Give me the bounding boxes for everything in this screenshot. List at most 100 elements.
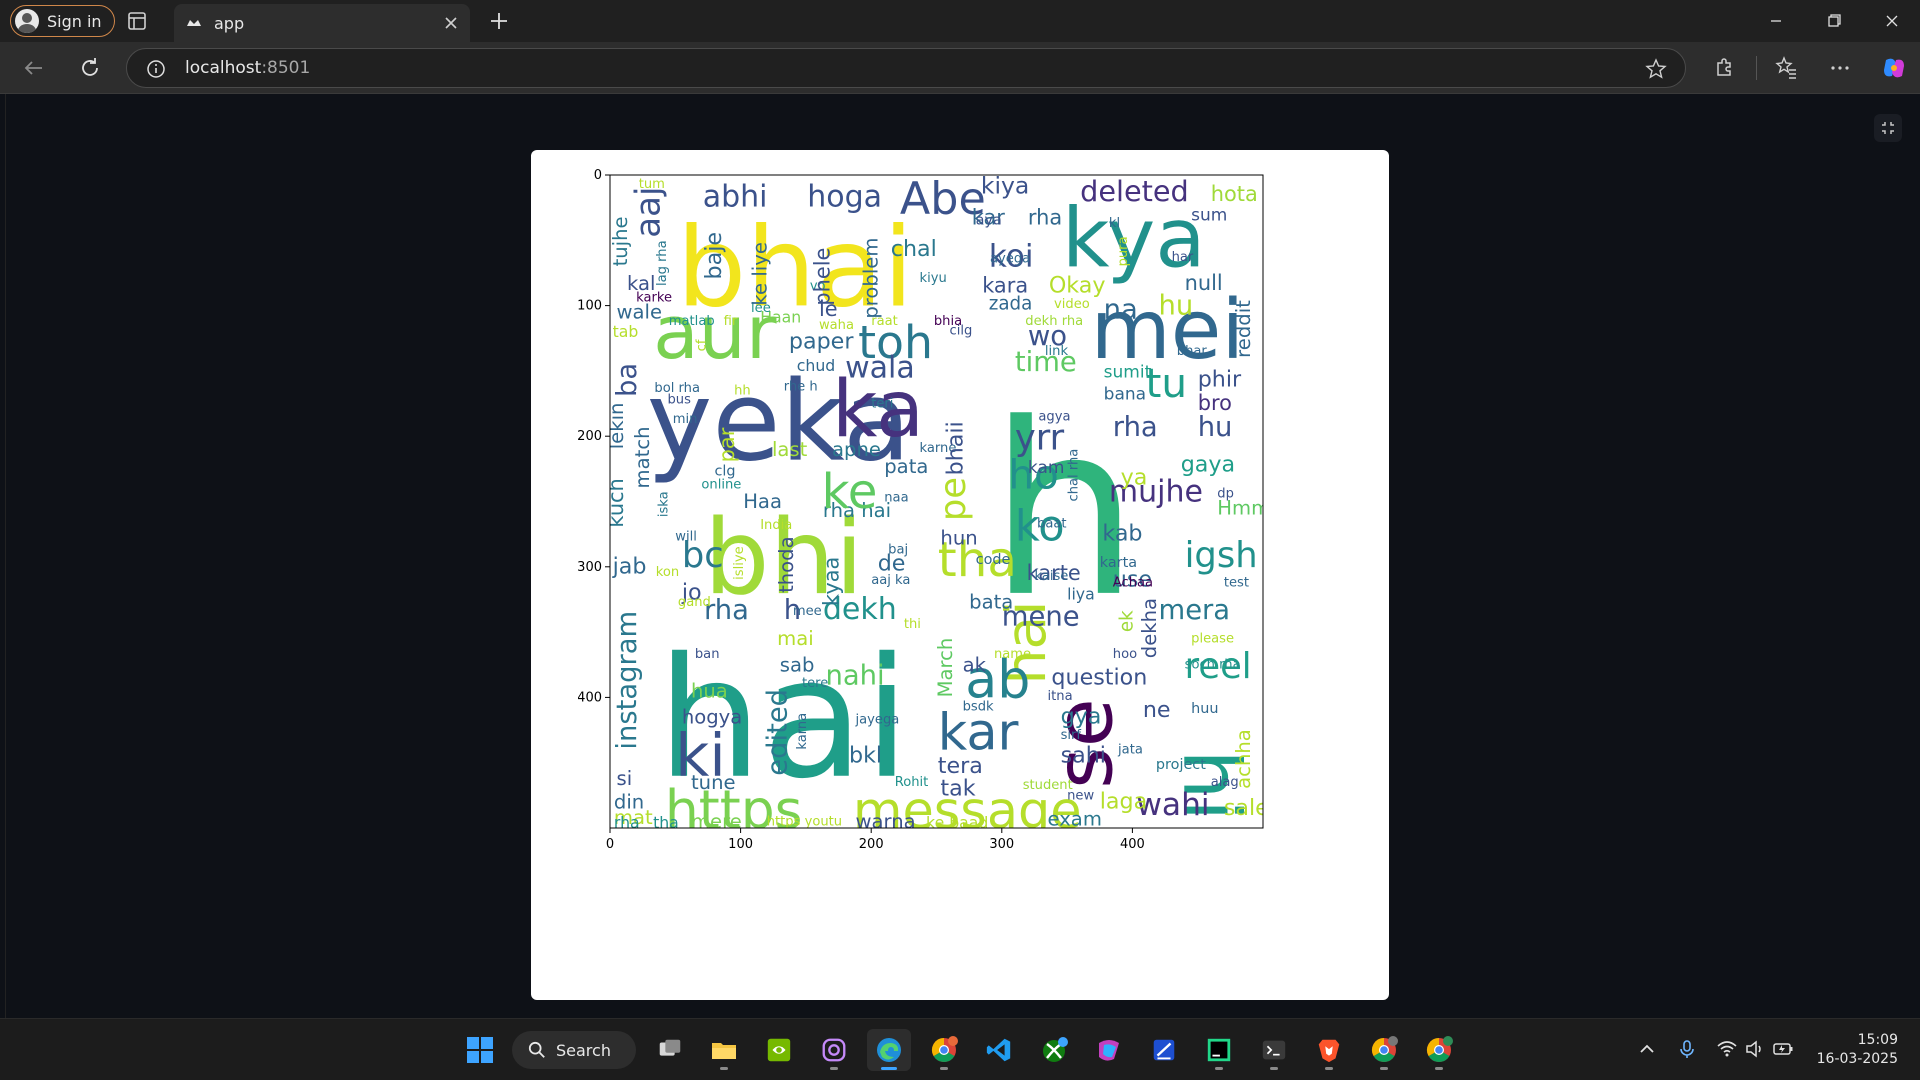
tab-title: app xyxy=(214,13,245,33)
wordcloud-word: soch rha xyxy=(1185,658,1241,673)
back-arrow-icon[interactable] xyxy=(20,54,48,82)
taskbar-chrome-profile-r[interactable] xyxy=(922,1029,966,1071)
refresh-icon[interactable] xyxy=(76,54,104,82)
wordcloud-word: https xyxy=(665,778,803,841)
wordcloud-word: mai xyxy=(777,627,814,650)
close-tab-icon[interactable] xyxy=(442,14,460,32)
wordcloud-word: video xyxy=(1054,297,1090,312)
wordcloud-word: aaj xyxy=(629,187,669,238)
wordcloud-word: kya xyxy=(1062,191,1206,286)
wordcloud-word: cf xyxy=(694,339,709,351)
folder-icon xyxy=(712,1043,736,1059)
wordcloud-word: har xyxy=(1172,250,1194,265)
volume-icon[interactable] xyxy=(1744,1038,1766,1060)
brave-icon xyxy=(1318,1039,1340,1063)
address-bar[interactable]: localhost:8501 xyxy=(126,48,1686,88)
taskbar-chrome-profile-2[interactable] xyxy=(1362,1029,1406,1071)
wordcloud-word: link xyxy=(1045,344,1069,359)
taskbar-vscode[interactable] xyxy=(977,1029,1021,1071)
start-button[interactable] xyxy=(458,1029,502,1071)
y-tick-label: 400 xyxy=(578,690,602,705)
battery-icon[interactable] xyxy=(1772,1038,1794,1060)
wordcloud-word: na xyxy=(1104,295,1138,326)
taskbar-app-purple[interactable] xyxy=(812,1029,856,1071)
show-hidden-icons-chevron-icon[interactable] xyxy=(1636,1038,1658,1060)
wordcloud-word: bkl xyxy=(849,743,882,769)
copilot-icon[interactable] xyxy=(1880,54,1908,82)
wordcloud-word: lee xyxy=(751,301,771,316)
wordcloud-word: zada xyxy=(989,294,1033,315)
wordcloud-word: Rohit xyxy=(895,775,929,790)
wordcloud-word: baj xyxy=(888,543,908,558)
more-options-icon[interactable] xyxy=(1826,54,1854,82)
wordcloud-word: thoda xyxy=(775,536,798,593)
favorites-icon[interactable] xyxy=(1772,54,1800,82)
wordcloud-word: gand xyxy=(678,595,711,610)
tab-app[interactable]: app xyxy=(174,4,470,42)
taskbar-pycharm[interactable] xyxy=(1197,1029,1241,1071)
taskbar-chrome-profile-m[interactable] xyxy=(1417,1029,1461,1071)
new-tab-icon[interactable] xyxy=(488,10,510,32)
wordcloud-word: aya xyxy=(976,213,1002,229)
wordcloud-word: bhi xyxy=(704,498,864,618)
wordcloud-word: bhaii xyxy=(943,421,969,475)
wifi-icon[interactable] xyxy=(1716,1038,1738,1060)
wordcloud-word: code xyxy=(976,552,1011,568)
wordcloud-word: Haa xyxy=(743,490,782,513)
wordcloud-word: gya xyxy=(1061,704,1102,730)
taskbar-terminal[interactable] xyxy=(1252,1029,1296,1071)
wordcloud-word: rha hai xyxy=(823,499,891,522)
tab-actions-icon[interactable] xyxy=(126,10,148,32)
url-text[interactable]: localhost:8501 xyxy=(185,58,310,78)
wordcloud-word: kon xyxy=(656,565,679,580)
taskbar-nvidia[interactable] xyxy=(757,1029,801,1071)
favorite-star-icon[interactable] xyxy=(1645,58,1667,80)
system-clock[interactable]: 15:09 16-03-2025 xyxy=(1817,1031,1898,1069)
wordcloud-word: tum xyxy=(639,177,665,192)
wordcloud-plot: bhaihhaiyekabhiaurkyameihisehaikatohthaa… xyxy=(578,168,1264,852)
wordcloud-word: cilg xyxy=(950,323,973,338)
wordcloud-word: bus xyxy=(667,393,691,408)
taskbar-app-blue[interactable] xyxy=(1142,1029,1186,1071)
wordcloud-word: hota xyxy=(1211,182,1258,206)
wordcloud-word: ke xyxy=(822,464,878,520)
wordcloud-word: bro xyxy=(1198,391,1232,415)
wordcloud-word: igsh xyxy=(1185,535,1258,576)
wordcloud-word: reel xyxy=(1185,646,1252,687)
wordcloud-word: ne xyxy=(1143,697,1171,723)
wordcloud-word: new xyxy=(1067,788,1094,803)
site-info-icon[interactable] xyxy=(145,58,167,80)
taskbar-edge[interactable] xyxy=(867,1029,911,1071)
search-icon xyxy=(528,1041,545,1058)
microphone-icon[interactable] xyxy=(1676,1038,1698,1060)
wordcloud-word: rha xyxy=(704,595,749,626)
taskbar-task-view[interactable] xyxy=(648,1029,692,1071)
wordcloud-word: tak xyxy=(940,775,975,801)
wordcloud-word: phir xyxy=(1198,367,1242,393)
wordcloud-word: kiyu xyxy=(920,271,947,286)
restore-icon[interactable] xyxy=(1820,8,1848,34)
wordcloud-word: mee xyxy=(793,604,822,619)
wordcloud-word: wale xyxy=(617,301,663,324)
wordcloud-word: Haan xyxy=(760,308,801,327)
wordcloud-word: de xyxy=(878,551,906,577)
taskbar-search[interactable]: Search xyxy=(512,1031,636,1069)
minimize-icon[interactable] xyxy=(1762,8,1790,34)
sign-in-button[interactable]: Sign in xyxy=(10,5,115,37)
close-window-icon[interactable] xyxy=(1878,8,1906,34)
fullscreen-button[interactable] xyxy=(1874,114,1902,142)
browser-toolbar: localhost:8501 xyxy=(0,42,1920,94)
taskbar-xbox[interactable] xyxy=(1032,1029,1076,1071)
wordcloud-word: ki xyxy=(675,721,725,790)
y-tick-label: 0 xyxy=(594,168,602,183)
extensions-icon[interactable] xyxy=(1710,54,1738,82)
wordcloud-word: ho xyxy=(1008,450,1058,498)
wordcloud-word: jab xyxy=(612,553,647,579)
wordcloud-word: sirf xyxy=(1061,728,1082,743)
wordcloud-word: dekh rha xyxy=(1025,314,1083,329)
wordcloud-word: ayega xyxy=(990,252,1030,267)
taskbar-brave[interactable] xyxy=(1307,1029,1351,1071)
wordcloud-word: teri xyxy=(871,396,893,411)
taskbar-file-explorer[interactable] xyxy=(702,1029,746,1071)
taskbar-m365[interactable] xyxy=(1087,1029,1131,1071)
